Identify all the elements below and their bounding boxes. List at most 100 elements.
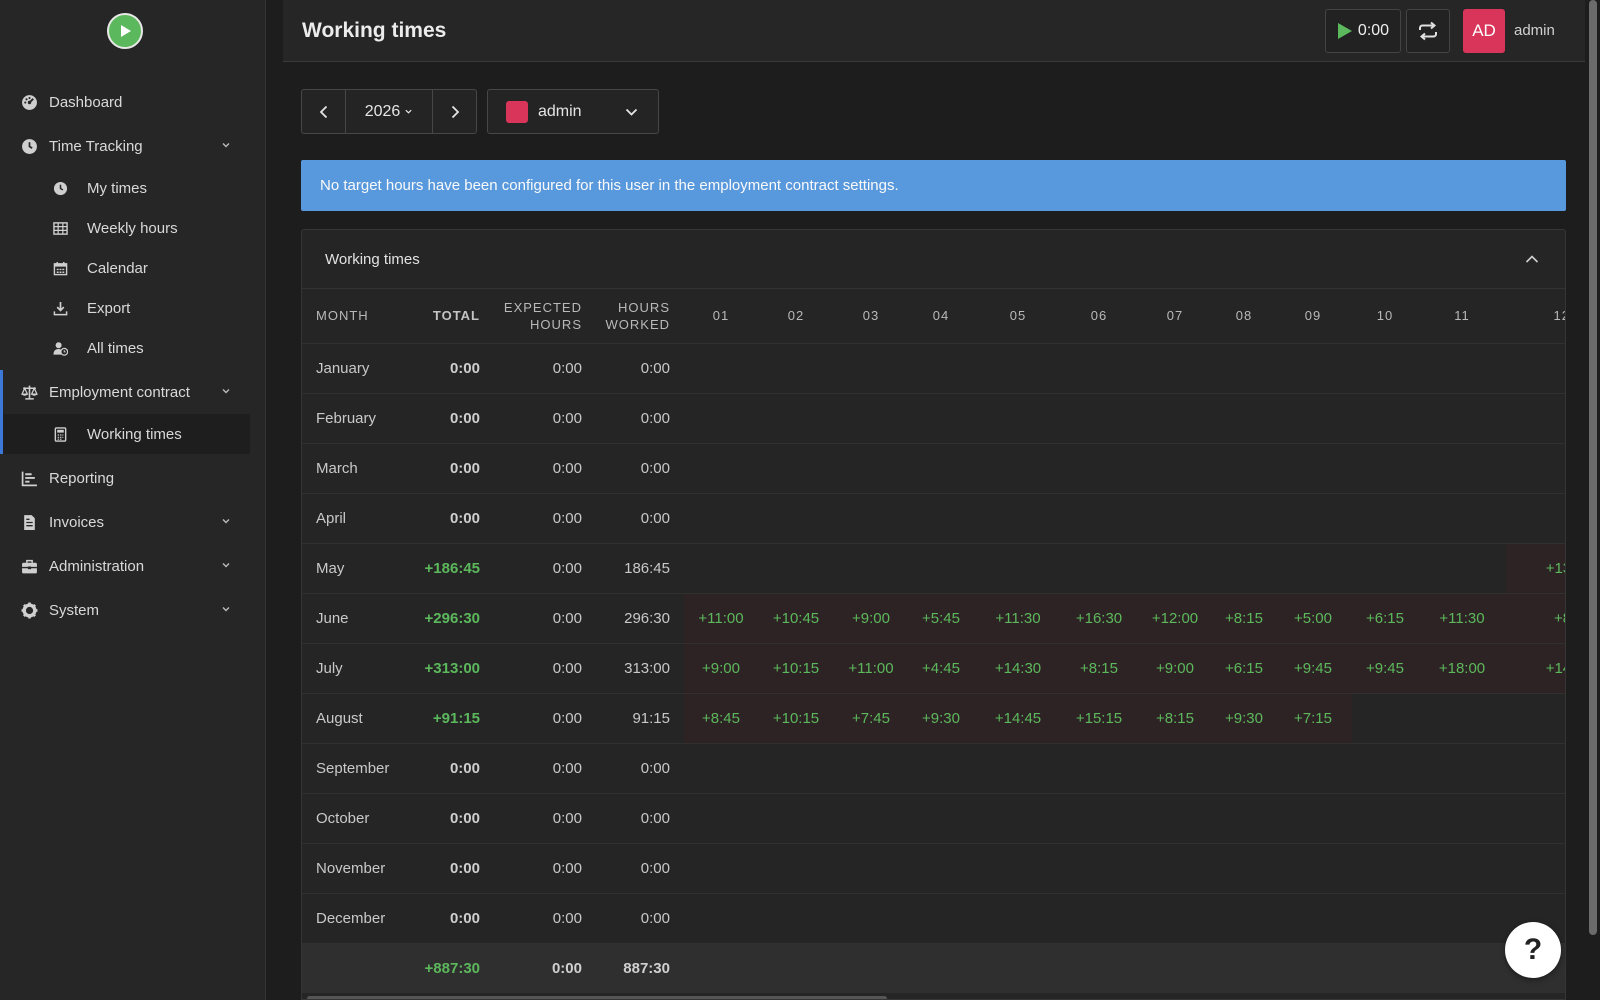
day-cell[interactable]: +10:45 [758, 592, 834, 643]
day-cell[interactable]: +6:15 [1214, 642, 1274, 693]
sidebar-item-label: All times [87, 339, 144, 357]
chevron-down-icon[interactable] [220, 559, 232, 571]
month-cell: January [302, 342, 406, 393]
summary-label-cell [302, 942, 406, 993]
day-cell [758, 492, 834, 543]
avatar[interactable]: AD [1463, 9, 1505, 53]
day-cell[interactable]: +14:30 [974, 642, 1062, 693]
day-cell[interactable]: +14:45 [974, 692, 1062, 743]
hours-worked-cell: 0:00 [596, 892, 684, 943]
day-cell[interactable]: +5:45 [908, 592, 974, 643]
chevron-up-icon[interactable] [1525, 254, 1539, 264]
day-cell[interactable]: +10:15 [758, 692, 834, 743]
day-cell[interactable]: +11:30 [1418, 592, 1506, 643]
day-cell [834, 442, 908, 493]
sidebar-item-system[interactable]: System [0, 588, 266, 632]
sidebar-item-invoices[interactable]: Invoices [0, 500, 266, 544]
table-icon [52, 220, 68, 236]
day-cell[interactable]: +9:00 [1136, 642, 1214, 693]
page-scrollbar[interactable] [1589, 0, 1597, 935]
column-header-day: 06 [1090, 308, 1108, 324]
table-row: April 0:00 0:00 0:00 [302, 492, 1565, 543]
username[interactable]: admin [1514, 22, 1555, 39]
previous-year-button[interactable] [302, 90, 346, 133]
expected-hours-cell: 0:00 [496, 642, 596, 693]
sidebar-item-calendar[interactable]: Calendar [0, 248, 266, 288]
column-header-month[interactable]: MONTH [316, 308, 369, 324]
day-cell[interactable]: +8:15 [1214, 592, 1274, 643]
day-cell[interactable]: +14:45 [1506, 642, 1565, 693]
sidebar-item-reporting[interactable]: Reporting [0, 456, 266, 500]
day-cell[interactable]: +7:15 [1274, 692, 1352, 743]
day-cell[interactable]: +10:15 [758, 642, 834, 693]
day-cell [1418, 742, 1506, 793]
user-clock-icon [52, 340, 68, 356]
table-row: November 0:00 0:00 0:00 [302, 842, 1565, 893]
day-cell[interactable]: +8:45 [1506, 592, 1565, 643]
sidebar-item-working-times[interactable]: Working times [0, 414, 250, 454]
day-cell[interactable]: +18:00 [1418, 642, 1506, 693]
column-header-day: 03 [862, 308, 880, 324]
day-cell[interactable]: +9:00 [834, 592, 908, 643]
app-logo-icon[interactable] [107, 13, 143, 49]
day-cell [1274, 492, 1352, 543]
start-timer-button[interactable]: 0:00 [1325, 9, 1401, 53]
next-year-button[interactable] [433, 90, 476, 133]
day-cell[interactable]: +11:00 [684, 592, 758, 643]
expected-hours-cell: 0:00 [496, 392, 596, 443]
day-cell [908, 442, 974, 493]
day-cell[interactable]: +11:00 [834, 642, 908, 693]
day-cell [1136, 342, 1214, 393]
day-cell[interactable]: +9:45 [1274, 642, 1352, 693]
day-cell [1274, 342, 1352, 393]
column-header-expected-hours[interactable]: EXPECTED HOURS [503, 299, 582, 332]
day-cell [1352, 342, 1418, 393]
day-cell[interactable]: +15:15 [1062, 692, 1136, 743]
day-cell[interactable]: +5:00 [1274, 592, 1352, 643]
sync-button[interactable] [1406, 9, 1450, 53]
day-cell[interactable]: +12:00 [1136, 592, 1214, 643]
sidebar-item-employment-contract[interactable]: Employment contract [0, 370, 266, 414]
chevron-down-icon[interactable] [220, 603, 232, 615]
year-select[interactable]: 2026 [346, 90, 433, 133]
user-select[interactable]: admin [487, 89, 659, 134]
day-cell[interactable]: +8:15 [1136, 692, 1214, 743]
sidebar-item-all-times[interactable]: All times [0, 328, 266, 368]
help-button[interactable]: ? [1505, 922, 1561, 978]
hours-worked-cell: 296:30 [596, 592, 684, 643]
day-cell[interactable]: +9:30 [908, 692, 974, 743]
sidebar-item-weekly-hours[interactable]: Weekly hours [0, 208, 266, 248]
timer-value: 0:00 [1357, 22, 1390, 39]
day-cell [974, 892, 1062, 943]
day-cell [758, 792, 834, 843]
horizontal-scrollbar[interactable] [307, 996, 887, 999]
sidebar-item-administration[interactable]: Administration [0, 544, 266, 588]
day-cell [1062, 342, 1136, 393]
chevron-down-icon[interactable] [220, 385, 232, 397]
day-cell[interactable]: +7:45 [834, 692, 908, 743]
day-cell[interactable]: +9:00 [684, 642, 758, 693]
day-cell[interactable]: +8:15 [1062, 642, 1136, 693]
sidebar-item-export[interactable]: Export [0, 288, 266, 328]
day-cell[interactable]: +9:30 [1214, 692, 1274, 743]
chevron-down-icon[interactable] [220, 139, 232, 151]
chevron-down-icon[interactable] [220, 515, 232, 527]
day-cell[interactable]: +11:30 [974, 592, 1062, 643]
sidebar-item-dashboard[interactable]: Dashboard [0, 80, 266, 124]
day-cell [1274, 742, 1352, 793]
sidebar-item-label: Employment contract [49, 383, 190, 401]
day-cell[interactable]: +9:45 [1352, 642, 1418, 693]
sidebar-item-label: Invoices [49, 513, 105, 531]
column-header-total[interactable]: TOTAL [432, 308, 480, 324]
day-cell [1352, 742, 1418, 793]
day-cell[interactable]: +6:15 [1352, 592, 1418, 643]
sidebar-item-time-tracking[interactable]: Time Tracking [0, 124, 266, 168]
day-cell[interactable]: +8:45 [684, 692, 758, 743]
day-cell[interactable]: +4:45 [908, 642, 974, 693]
total-cell: +91:15 [406, 692, 496, 743]
sidebar-item-my-times[interactable]: My times [0, 168, 266, 208]
day-cell[interactable]: +13:00 [1506, 542, 1565, 593]
day-cell [1352, 392, 1418, 443]
column-header-hours-worked[interactable]: HOURS WORKED [605, 299, 670, 332]
day-cell[interactable]: +16:30 [1062, 592, 1136, 643]
